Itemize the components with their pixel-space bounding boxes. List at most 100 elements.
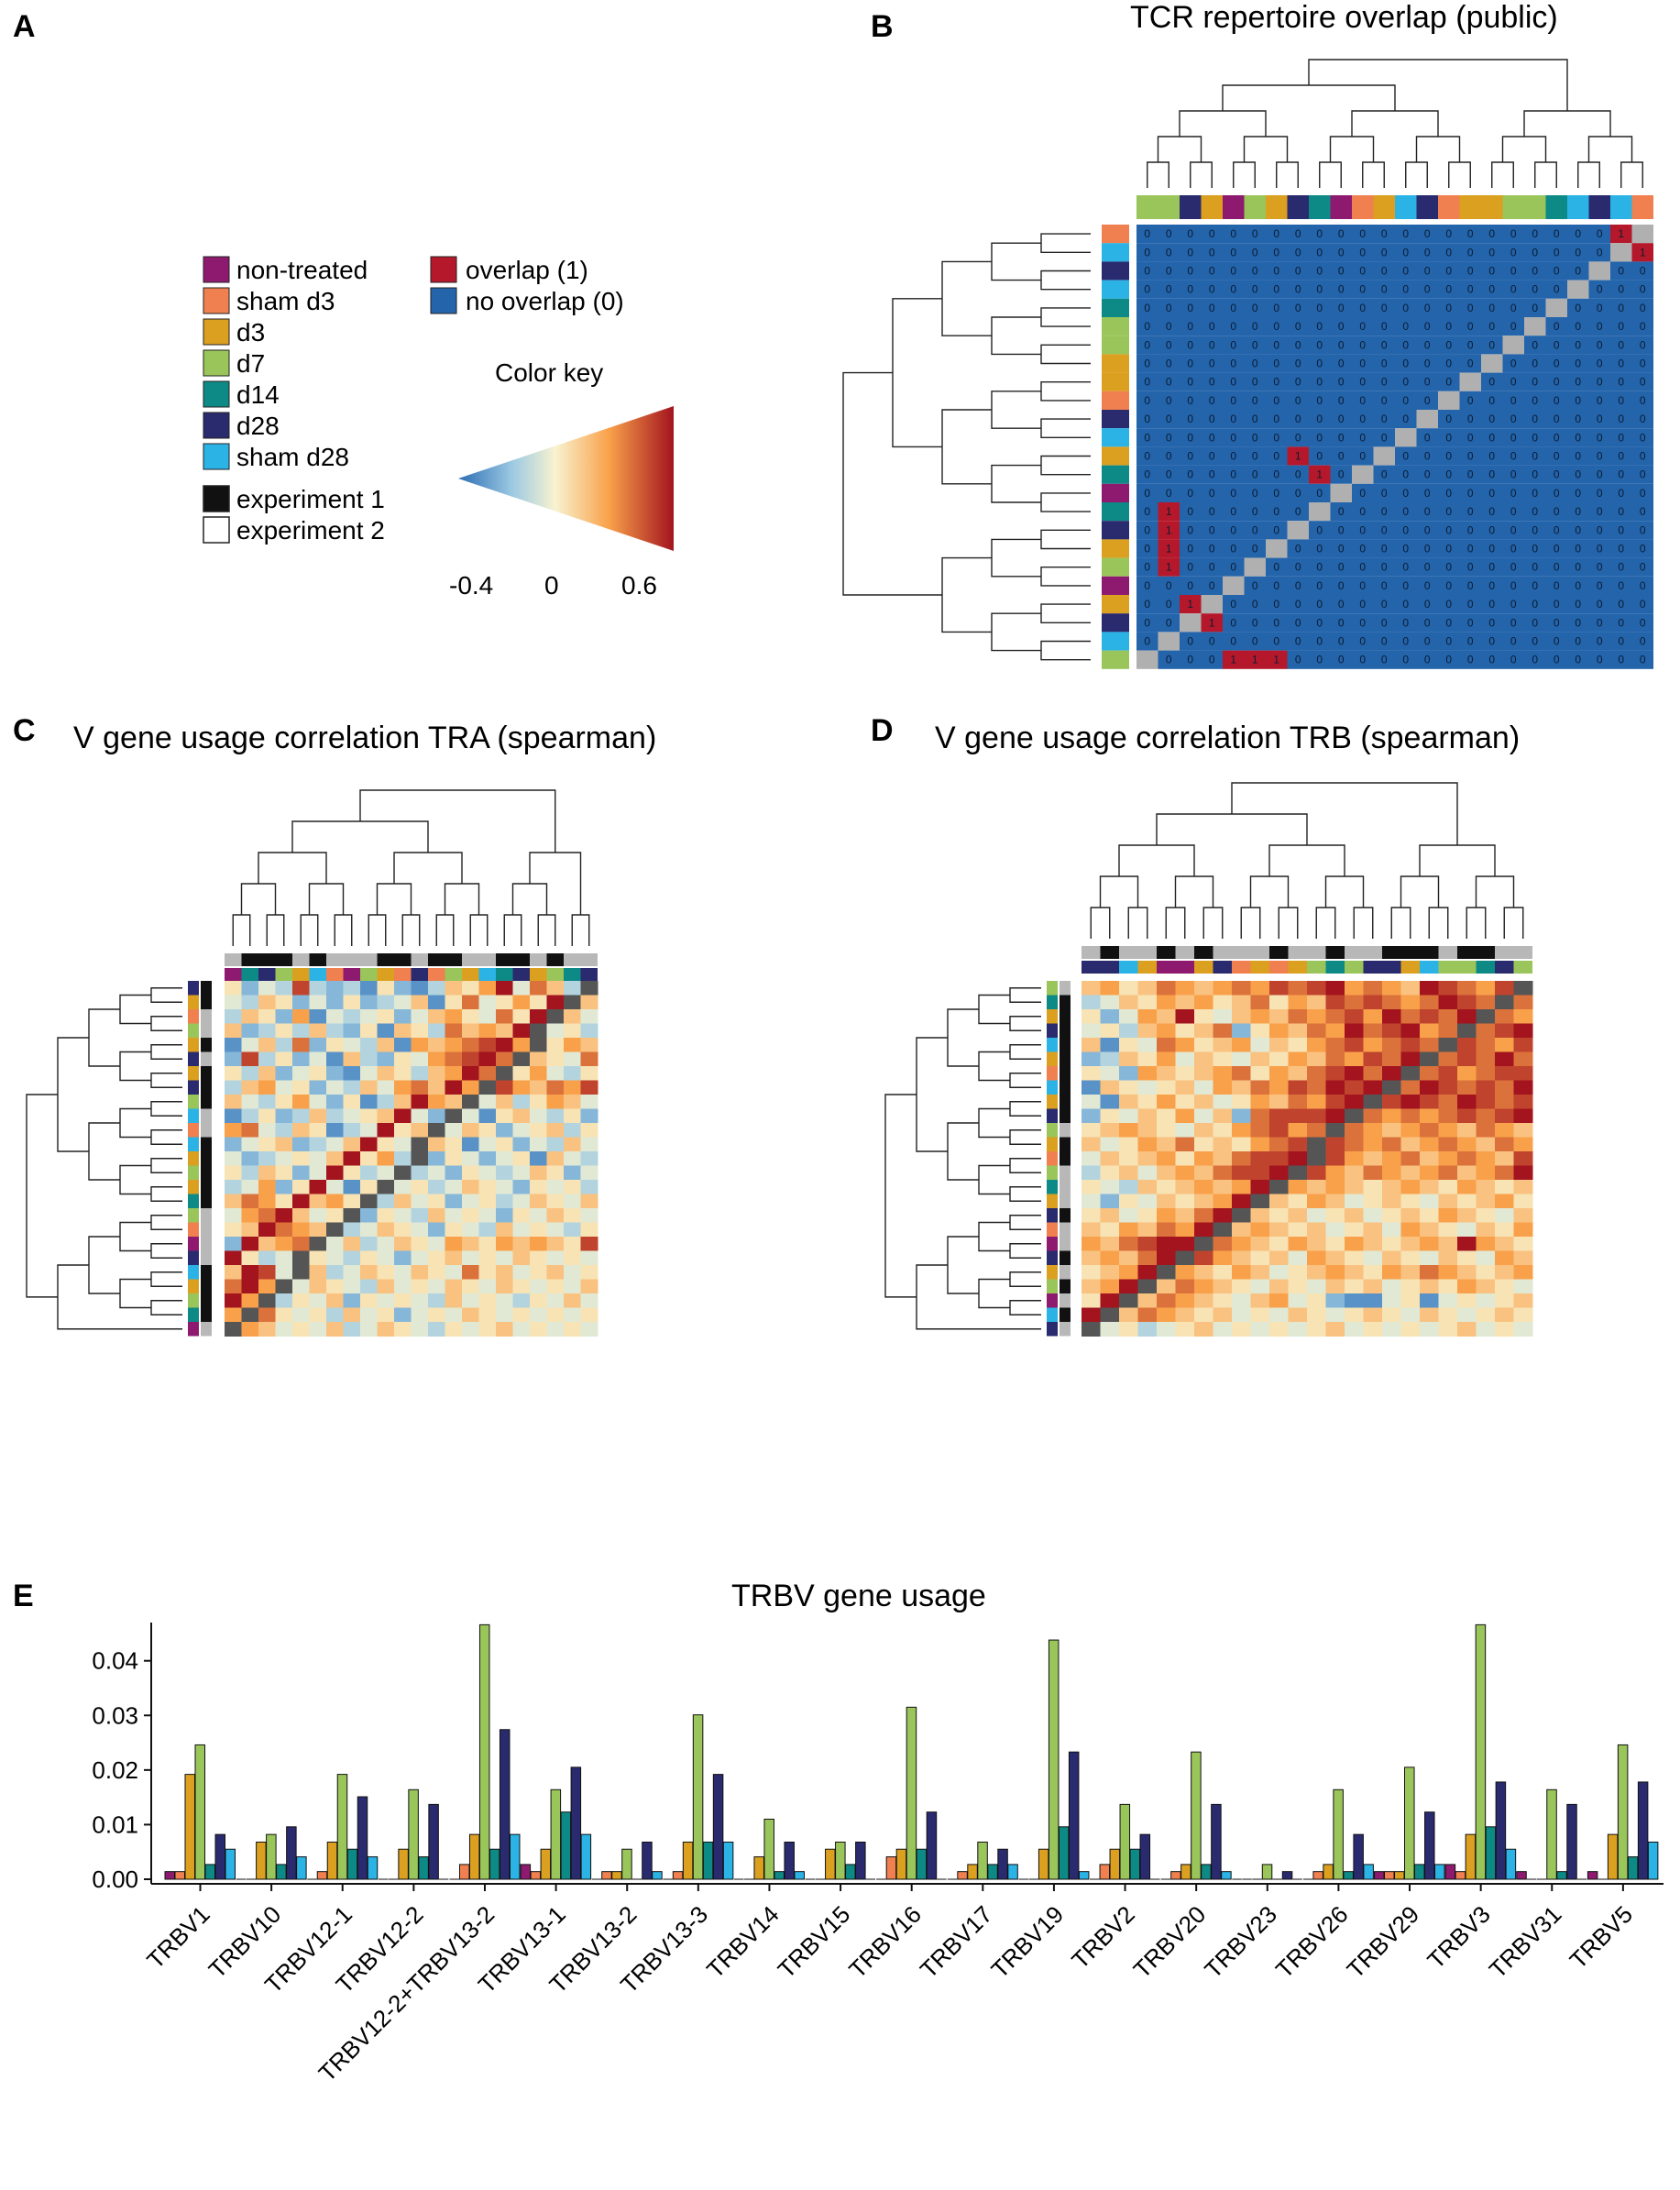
b-cell-label: 0 [1295,358,1301,370]
b-cell [1330,576,1352,595]
b-cell [1459,595,1481,614]
c-cell [411,1123,429,1138]
c-row-group [188,1250,199,1265]
c-cell [377,1307,395,1323]
b-cell [1223,280,1245,299]
b-cell-label: 0 [1381,283,1388,296]
legend-label-4: d14 [236,380,280,409]
legend-label-5: d28 [236,412,280,440]
b-cell-label: 0 [1338,283,1345,296]
c-cell [530,1108,547,1124]
d-cell [1400,1051,1421,1067]
c-cell [445,1194,463,1209]
bar [1384,1871,1395,1880]
c-cell [564,1066,581,1081]
d-cell [1382,1108,1401,1124]
d-cell [1495,1279,1514,1294]
c-cell [394,1322,412,1337]
b-cell [1373,280,1395,299]
b-cell-label: 0 [1359,635,1366,648]
b-cell-label: 0 [1252,523,1258,536]
x-tick-label: TRBV5 [1565,1900,1638,1974]
b-col-annotation [1201,195,1223,219]
c-cell [377,1023,395,1039]
b-cell-label: 0 [1575,598,1581,611]
b-cell-label: 0 [1640,523,1646,536]
c-row-group [188,1051,199,1066]
b-cell-label: 0 [1381,579,1388,592]
x-tick-label: TRBV17 [915,1900,998,1984]
b-cell-label: 0 [1640,543,1646,556]
b-cell [1158,613,1180,633]
c-cell [326,1322,344,1337]
d-col-experiment [1382,946,1401,959]
d-cell [1400,1066,1421,1081]
d-cell [1250,1095,1270,1109]
b-cell [1502,613,1524,633]
d-cell [1420,1137,1439,1152]
d-cell [1420,1165,1439,1181]
b-cell-label: 1 [1316,468,1323,481]
b-row-annotation [1102,557,1129,577]
d-col-experiment [1157,946,1176,959]
c-cell [428,1322,445,1337]
b-cell-label: 0 [1252,487,1258,500]
b-cell-label: 0 [1144,338,1150,351]
c-cell [580,1066,598,1081]
d-cell [1250,1222,1270,1238]
c-cell [258,1108,276,1124]
b-cell-label: 0 [1230,338,1236,351]
b-cell [1545,336,1567,355]
d-cell [1213,1180,1233,1194]
bar [570,1766,582,1880]
b-cell-label: 0 [1575,468,1581,481]
d-cell [1288,1151,1308,1166]
d-row-group [1047,1307,1058,1322]
c-cell [292,995,310,1010]
b-cell-label: 0 [1230,523,1236,536]
c-cell [326,1151,344,1166]
c-cell [411,1279,429,1294]
b-cell [1136,280,1158,299]
d-cell [1232,1038,1251,1052]
b-cell-label: 0 [1230,543,1236,556]
c-cell [445,981,463,996]
b-cell-label: 0 [1402,358,1409,370]
d-row-experiment [1060,1222,1071,1237]
d-cell [1307,1194,1326,1209]
c-cell [275,1293,293,1308]
c-cell [496,1307,513,1323]
c-cell [428,1023,445,1039]
c-cell [326,1265,344,1280]
d-cell [1157,1151,1176,1166]
b-cell [1416,336,1438,355]
d-cell [1175,1066,1195,1081]
d-cell [1363,1080,1383,1095]
c-cell [564,981,581,996]
c-cell [343,1051,361,1067]
d-col-group [1438,961,1457,974]
c-row-experiment [201,1066,212,1081]
b-cell [1481,483,1503,502]
b-cell-label: 0 [1209,227,1215,240]
c-col-group [258,968,276,981]
bar [204,1864,215,1880]
c-cell [580,1307,598,1323]
c-cell [530,1208,547,1223]
b-cell [1567,298,1589,317]
d-cell [1213,1051,1233,1067]
bar [428,1803,439,1880]
c-row-group [188,995,199,1009]
d-cell [1400,1137,1421,1152]
d-cell [1325,1250,1345,1266]
b-cell-label: 0 [1187,654,1193,666]
c-cell [564,1137,581,1152]
c-cell [394,1038,412,1052]
b-cell [1180,298,1202,317]
b-cell-label: 1 [1618,227,1624,240]
d-cell [1438,1265,1458,1280]
d-cell [1082,1051,1101,1067]
c-cell [360,1237,378,1251]
d-cell [1288,995,1308,1010]
c-cell [496,1208,513,1223]
